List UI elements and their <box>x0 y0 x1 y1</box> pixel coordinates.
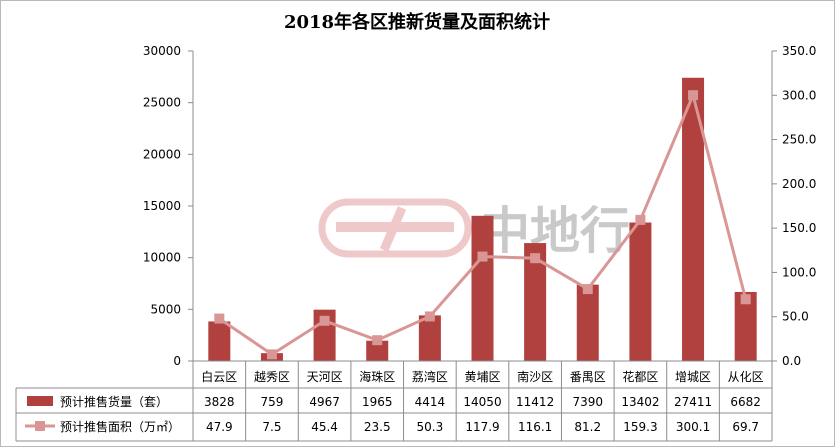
bar-value-label: 7390 <box>572 395 603 409</box>
bar-value-label: 11412 <box>516 395 554 409</box>
category-label: 番禺区 <box>570 370 606 384</box>
line-value-label: 300.1 <box>676 420 710 434</box>
category-label: 白云区 <box>201 369 237 384</box>
bar-7 <box>576 284 599 361</box>
line-marker-7 <box>582 284 593 295</box>
category-label: 天河区 <box>307 370 343 384</box>
bar-8 <box>629 222 652 361</box>
line-value-label: 47.9 <box>206 420 233 434</box>
line-value-label: 7.5 <box>262 420 281 434</box>
line-marker-5 <box>477 251 488 262</box>
category-label: 越秀区 <box>254 370 290 384</box>
bar-value-label: 3828 <box>204 395 235 409</box>
data-table: 白云区 越秀区 天河区 海珠区 荔湾区 黄埔区 南沙区 番禺区 花都区 增城区 从化区预计推售货量（… <box>15 360 773 442</box>
bar-4 <box>418 315 441 361</box>
line-marker-4 <box>424 311 435 322</box>
category-label: 荔湾区 <box>412 369 448 384</box>
right-tick-label: 50.0 <box>782 310 809 324</box>
line-value-label: 69.7 <box>732 420 759 434</box>
left-tick-label: 30000 <box>143 44 181 58</box>
watermark-text: 中地行 <box>480 202 630 260</box>
watermark-logo: 中地行 <box>318 198 630 260</box>
line-marker-9 <box>688 90 699 101</box>
line-marker-10 <box>740 294 751 305</box>
legend-label: 预计推售面积（万㎡） <box>60 419 180 434</box>
line-value-label: 159.3 <box>623 420 657 434</box>
line-value-label: 116.1 <box>518 420 552 434</box>
bar-value-label: 14050 <box>463 395 501 409</box>
left-tick-label: 20000 <box>143 147 181 161</box>
line-value-label: 117.9 <box>465 420 499 434</box>
legend-label: 预计推售货量（套） <box>60 394 168 409</box>
bar-3 <box>366 340 389 361</box>
line-value-label: 50.3 <box>417 420 444 434</box>
bar-5 <box>471 215 494 361</box>
right-tick-label: 150.0 <box>782 221 816 235</box>
bar-value-label: 6682 <box>730 395 761 409</box>
axes: 0 5000 10000 15000 20000 25000 30000 0.0 50.0 100… <box>143 44 817 368</box>
category-label: 南沙区 <box>517 369 553 384</box>
bar-value-label: 13402 <box>621 395 659 409</box>
right-tick-label: 300.0 <box>782 88 816 102</box>
line-marker-6 <box>530 253 541 264</box>
bar-value-label: 1965 <box>362 395 393 409</box>
line-value-label: 23.5 <box>364 420 391 434</box>
category-label: 从化区 <box>728 370 764 384</box>
right-tick-label: 250.0 <box>782 133 816 147</box>
bar-9 <box>682 77 705 362</box>
right-tick-label: 0.0 <box>782 354 801 368</box>
bar-value-label: 27411 <box>674 395 712 409</box>
category-label: 花都区 <box>622 369 658 384</box>
legend-swatch-bar <box>27 396 53 406</box>
chart-title: 2018年各区推新货量及面积统计 <box>284 11 550 33</box>
line-marker-8 <box>635 214 646 225</box>
bar-value-label: 759 <box>261 395 284 409</box>
line-value-label: 81.2 <box>574 420 601 434</box>
line-marker-0 <box>214 313 225 324</box>
bar-series <box>208 77 757 362</box>
bar-value-label: 4414 <box>415 395 446 409</box>
bar-value-label: 4967 <box>309 395 340 409</box>
category-label: 黄埔区 <box>464 370 500 384</box>
left-tick-label: 10000 <box>143 251 181 265</box>
right-tick-label: 100.0 <box>782 265 816 279</box>
line-marker-3 <box>372 335 383 346</box>
left-tick-label: 25000 <box>143 96 181 110</box>
bar-0 <box>208 321 231 361</box>
legend-swatch-marker <box>35 421 45 431</box>
category-label: 增城区 <box>675 370 711 384</box>
right-tick-label: 200.0 <box>782 177 816 191</box>
bar-10 <box>734 291 757 361</box>
left-tick-label: 5000 <box>150 302 181 316</box>
bar-6 <box>524 243 547 361</box>
left-tick-label: 15000 <box>143 199 181 213</box>
line-value-label: 45.4 <box>311 420 338 434</box>
line-marker-1 <box>266 349 277 360</box>
left-tick-label: 0 <box>173 354 181 368</box>
line-series <box>214 90 751 360</box>
right-tick-label: 350.0 <box>782 44 816 58</box>
category-label: 海珠区 <box>359 369 395 384</box>
line-marker-2 <box>319 315 330 326</box>
